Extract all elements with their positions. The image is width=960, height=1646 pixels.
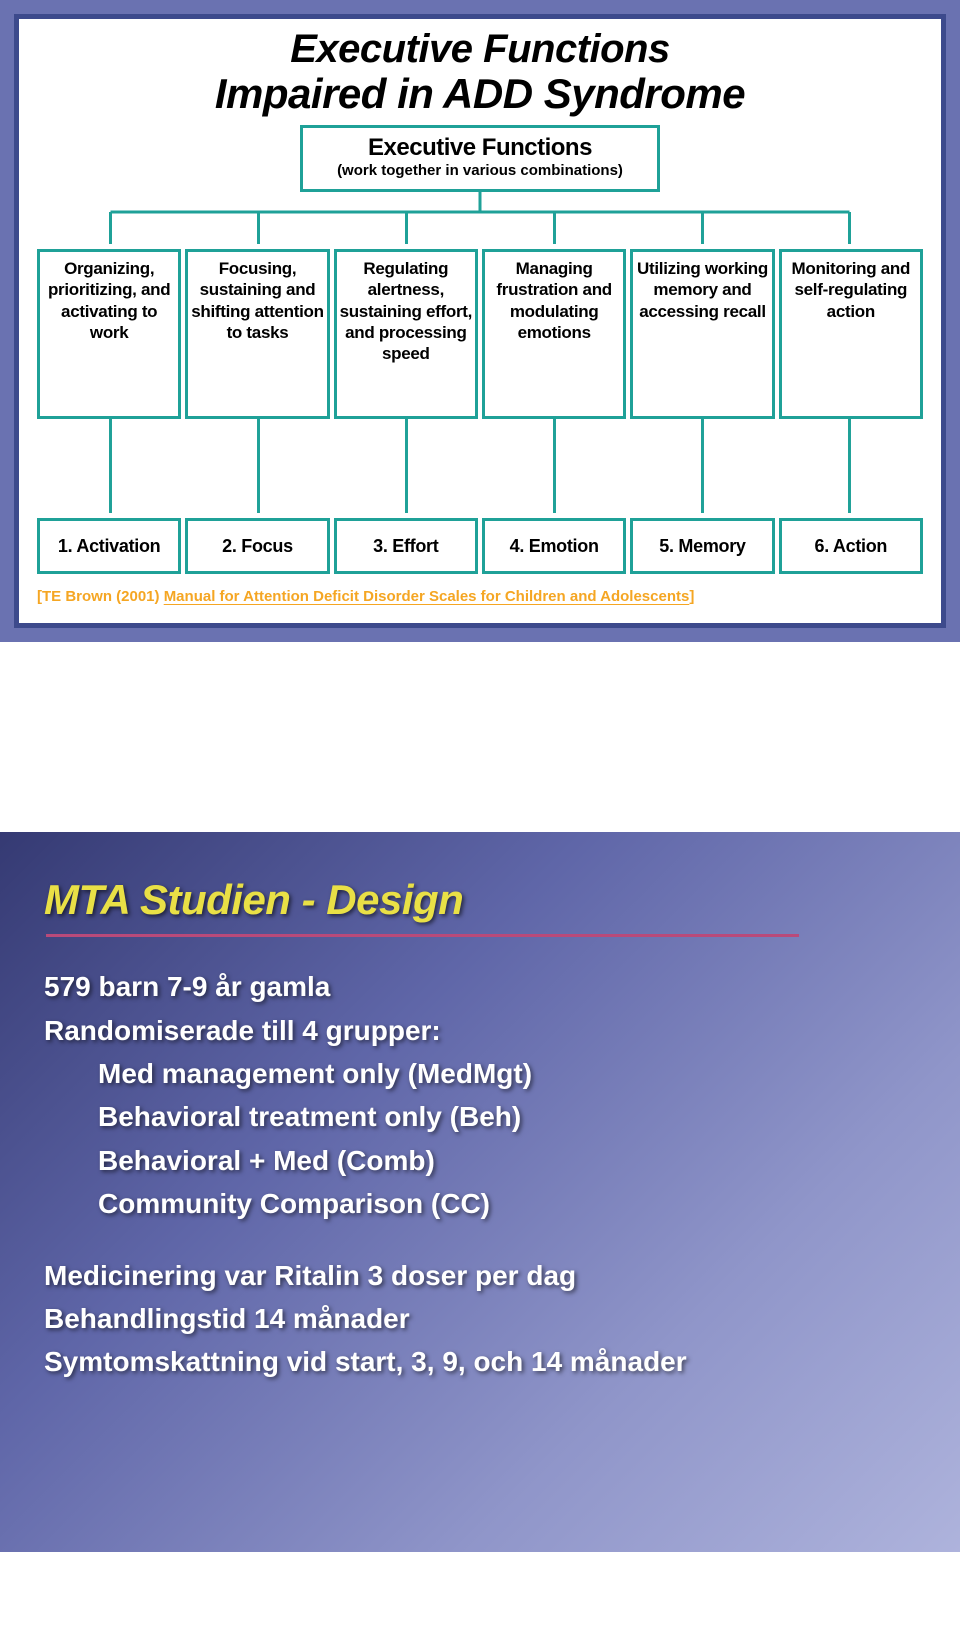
function-box-2: Focusing, sustaining and shifting attent…	[185, 249, 329, 419]
line-participants: 579 barn 7-9 år gamla	[44, 965, 920, 1008]
label-box-5: 5. Memory	[630, 518, 774, 574]
function-text-2: Focusing, sustaining and shifting attent…	[190, 258, 324, 343]
connector-root-to-functions	[37, 192, 923, 249]
connector-functions-to-labels	[37, 419, 923, 518]
function-text-6: Monitoring and self-regulating action	[784, 258, 918, 322]
function-text-1: Organizing, prioritizing, and activating…	[42, 258, 176, 343]
label-text-4: 4. Emotion	[510, 535, 599, 558]
function-box-6: Monitoring and self-regulating action	[779, 249, 923, 419]
functions-row: Organizing, prioritizing, and activating…	[37, 249, 923, 419]
exec-box-label-big: Executive Functions	[313, 134, 647, 162]
labels-row: 1. Activation 2. Focus 3. Effort 4. Emot…	[37, 518, 923, 574]
line-duration: Behandlingstid 14 månader	[44, 1297, 920, 1340]
function-text-4: Managing frustration and modulating emot…	[487, 258, 621, 343]
label-text-3: 3. Effort	[373, 535, 438, 558]
slide2-title: MTA Studien - Design	[44, 876, 920, 924]
label-box-3: 3. Effort	[334, 518, 478, 574]
group-1: Med management only (MedMgt)	[44, 1052, 920, 1095]
title-rule	[46, 934, 799, 937]
label-box-1: 1. Activation	[37, 518, 181, 574]
title-line2: Impaired in ADD Syndrome	[37, 71, 923, 117]
title-line1: Executive Functions	[37, 27, 923, 71]
label-text-5: 5. Memory	[659, 535, 745, 558]
function-box-1: Organizing, prioritizing, and activating…	[37, 249, 181, 419]
citation-tail: ]	[689, 588, 694, 605]
label-text-2: 2. Focus	[222, 535, 293, 558]
group-3: Behavioral + Med (Comb)	[44, 1139, 920, 1182]
slide-executive-functions: Executive Functions Impaired in ADD Synd…	[0, 0, 960, 642]
line-medication: Medicinering var Ritalin 3 doser per dag	[44, 1254, 920, 1297]
label-box-2: 2. Focus	[185, 518, 329, 574]
group-2: Behavioral treatment only (Beh)	[44, 1095, 920, 1138]
function-box-5: Utilizing working memory and accessing r…	[630, 249, 774, 419]
label-box-6: 6. Action	[779, 518, 923, 574]
spacer	[44, 1226, 920, 1254]
slide-mta-studien: MTA Studien - Design 579 barn 7-9 år gam…	[0, 832, 960, 1552]
function-text-5: Utilizing working memory and accessing r…	[635, 258, 769, 322]
citation-underline: Manual for Attention Deficit Disorder Sc…	[164, 588, 690, 605]
function-text-3: Regulating alertness, sustaining effort,…	[339, 258, 473, 364]
slide1-frame: Executive Functions Impaired in ADD Synd…	[14, 14, 946, 628]
citation: [TE Brown (2001) Manual for Attention De…	[37, 588, 923, 605]
label-text-6: 6. Action	[814, 535, 887, 558]
label-box-4: 4. Emotion	[482, 518, 626, 574]
line-randomized: Randomiserade till 4 grupper:	[44, 1009, 920, 1052]
line-assessment: Symtomskattning vid start, 3, 9, och 14 …	[44, 1340, 920, 1383]
function-box-3: Regulating alertness, sustaining effort,…	[334, 249, 478, 419]
exec-box-label-small: (work together in various combinations)	[313, 162, 647, 179]
function-box-4: Managing frustration and modulating emot…	[482, 249, 626, 419]
exec-functions-root-box: Executive Functions (work together in va…	[300, 125, 660, 192]
citation-lead: [TE Brown (2001)	[37, 588, 164, 605]
group-4: Community Comparison (CC)	[44, 1182, 920, 1225]
label-text-1: 1. Activation	[58, 535, 160, 558]
slide1-title: Executive Functions Impaired in ADD Synd…	[37, 27, 923, 117]
